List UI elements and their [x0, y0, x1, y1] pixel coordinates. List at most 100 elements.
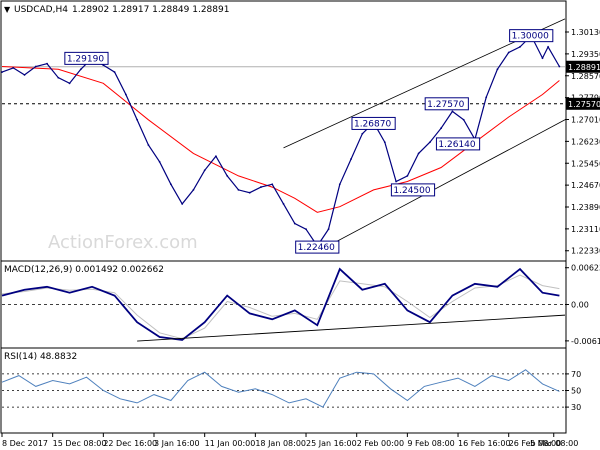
current-price-tag — [566, 60, 600, 73]
price-point — [496, 68, 499, 71]
price-y-tick-label: 1.24670 — [571, 181, 600, 190]
price-point — [170, 183, 172, 186]
rsi-title: RSI(14) 48.8832 — [4, 352, 77, 362]
price-point — [282, 203, 285, 205]
price-point — [12, 67, 15, 69]
price-point — [1, 71, 3, 74]
price-y-tick-label: 1.25450 — [571, 159, 600, 168]
x-tick-label: 2 Feb 00:00 — [357, 439, 404, 448]
price-point — [147, 144, 150, 146]
header-symbol: USDCAD,H4 — [14, 5, 68, 15]
watermark: ActionForex.com — [48, 232, 198, 253]
x-tick-label: 15 Dec 08:00 — [53, 439, 107, 448]
price-point — [440, 127, 443, 130]
price-point — [248, 191, 251, 194]
price-point — [485, 96, 488, 99]
price-y-tick-label: 1.26230 — [571, 137, 600, 146]
price-point — [541, 57, 544, 59]
price-point — [383, 141, 386, 144]
rsi-y-tick-label: 30 — [571, 403, 581, 412]
price-annotation-label: 1.26140 — [438, 140, 475, 150]
x-tick-label: 26 Feb 08:00 — [509, 439, 561, 448]
price-annotation-label: 1.24500 — [393, 186, 430, 196]
price-point — [203, 169, 206, 172]
price-y-tick-label: 1.27010 — [571, 116, 600, 125]
rsi-line — [1, 369, 560, 408]
price-point — [395, 180, 397, 183]
price-point — [237, 188, 240, 191]
macd-layer: 0.006232 0.00 -0.006163 — [1, 264, 600, 346]
price-annotation-box — [64, 51, 109, 65]
level-price-tag-label: 1.27570 — [568, 100, 600, 109]
macd-y-tick-label: -0.006163 — [571, 337, 600, 346]
price-point — [79, 68, 82, 71]
price-point — [361, 132, 364, 135]
price-point — [350, 158, 352, 160]
header-ohlc: 1.28902 1.28917 1.28849 1.28891 — [72, 5, 229, 15]
price-y-tick-label: 1.23110 — [571, 225, 600, 234]
macd-line — [1, 267, 560, 341]
price-layer: 1.301301.293501.285701.277901.270101.262… — [1, 18, 600, 256]
price-annotation-label: 1.22460 — [298, 243, 335, 253]
rsi-y-tick-label: 50 — [571, 387, 581, 396]
price-point — [547, 45, 550, 48]
x-tick-label: 5 Mar 08:00 — [530, 439, 578, 448]
moving-average-line — [1, 66, 560, 213]
x-tick-label: 8 Dec 2017 — [2, 439, 48, 448]
price-point — [519, 45, 521, 48]
price-point — [136, 118, 139, 121]
price-point — [451, 110, 454, 113]
price-y-tick-label: 1.28570 — [571, 72, 600, 81]
price-point — [57, 76, 60, 79]
price-point — [23, 74, 26, 76]
price-annotation-box — [435, 137, 481, 151]
price-point — [327, 228, 330, 231]
price-point — [158, 160, 161, 163]
x-tick-label: 25 Jan 16:00 — [306, 439, 357, 448]
price-point — [192, 188, 195, 191]
price-y-tick-label: 1.23890 — [571, 203, 600, 212]
x-tick-label: 22 Dec 16:00 — [103, 439, 157, 448]
price-annotation-box — [509, 29, 554, 43]
price-y-tick-label: 1.22330 — [571, 247, 600, 256]
price-annotation-label: 1.30000 — [512, 32, 549, 42]
x-tick-label: 16 Feb 16:00 — [458, 439, 510, 448]
header-dropdown-icon[interactable]: ▼ — [4, 5, 11, 14]
price-point — [181, 203, 184, 205]
price-point — [226, 174, 229, 177]
rsi-y-tick-label: 70 — [571, 370, 581, 379]
macd-y-tick-label: 0.006232 — [571, 264, 600, 273]
level-price-tag — [566, 97, 600, 110]
price-point — [46, 62, 48, 65]
price-annotation-box — [390, 183, 436, 197]
macd-title: MACD(12,26,9) 0.001492 0.002662 — [4, 265, 164, 275]
current-price-tag-label: 1.28891 — [568, 63, 600, 72]
price-y-tick-label: 1.30130 — [571, 28, 600, 37]
price-point — [305, 228, 307, 231]
price-point — [68, 82, 71, 85]
price-point — [338, 183, 341, 186]
x-tick-label: 11 Jan 00:00 — [205, 439, 256, 448]
price-point — [215, 155, 217, 158]
price-annotation-box — [295, 240, 340, 254]
price-point — [34, 65, 37, 68]
price-point — [271, 183, 274, 186]
price-annotation-label: 1.27570 — [427, 100, 464, 110]
x-tick-label: 9 Feb 08:00 — [407, 439, 454, 448]
price-annotation-label: 1.29190 — [67, 54, 104, 64]
price-point — [113, 71, 116, 74]
price-point — [462, 118, 465, 121]
channel-lower-line — [322, 119, 566, 250]
price-point — [417, 152, 420, 155]
price-annotation-box — [351, 116, 396, 130]
main-panel — [0, 0, 567, 262]
price-point — [260, 186, 262, 188]
price-point — [124, 93, 127, 96]
price-point — [507, 51, 510, 54]
price-point — [558, 65, 561, 68]
macd-trendline — [137, 314, 566, 342]
rsi-layer: 70 50 30 — [1, 369, 581, 412]
x-tick-label: 18 Jan 08:00 — [255, 439, 306, 448]
macd-y-tick-label: 0.00 — [571, 301, 589, 310]
